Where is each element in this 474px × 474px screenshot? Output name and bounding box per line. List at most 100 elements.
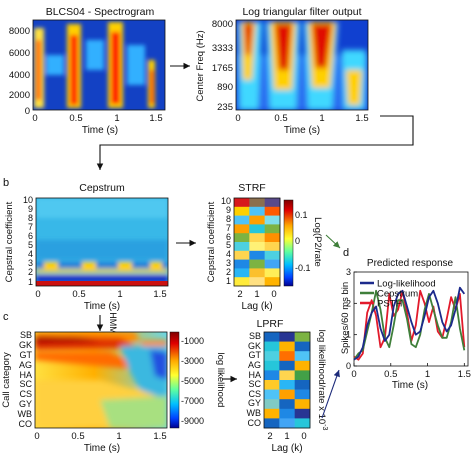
lprf-ytick: CO <box>248 418 262 428</box>
lprf-cell <box>294 399 311 410</box>
lprf-cell <box>294 408 311 419</box>
filter-ytick: 890 <box>217 82 233 93</box>
lprf-ytick: SB <box>249 331 261 341</box>
legend-label: Log-likelihood <box>377 279 436 290</box>
filter-xtick: 1 <box>319 113 324 124</box>
loglik-panel: SB GK GT AG HA SC CS GY WB CO Call categ… <box>1 330 226 454</box>
strf-cbar-tick: 0.1 <box>295 210 308 220</box>
cep-ytick: 9 <box>28 204 33 214</box>
ll-cbar-tick: -3000 <box>181 356 204 366</box>
cepstrum-image <box>36 198 168 286</box>
strf-cell <box>234 215 250 225</box>
lprf-cell <box>294 332 311 342</box>
strf-ytick: 6 <box>226 232 231 242</box>
strf-cell <box>264 277 281 287</box>
strf-ytick: 1 <box>226 276 231 286</box>
strf-xtick: 2 <box>237 289 242 300</box>
lprf-cell <box>294 360 311 371</box>
filter-ytick: 8000 <box>212 19 233 30</box>
spec-ytick: 2000 <box>9 90 30 101</box>
cep-ytick: 1 <box>28 277 33 287</box>
strf-cell <box>234 259 250 269</box>
lprf-ytick: GK <box>248 341 261 351</box>
lprf-xlabel: Lag (k) <box>271 443 302 454</box>
ll-xtick: 0 <box>34 431 39 442</box>
lprf-ytick: AG <box>248 360 261 370</box>
ll-ytick: CS <box>19 389 32 399</box>
lprf-xtick: 2 <box>267 431 272 442</box>
cep-xtick: 1.5 <box>153 289 166 300</box>
strf-ytick: 3 <box>226 258 231 268</box>
strf-ytick: 4 <box>226 249 231 259</box>
cep-ytick: 4 <box>28 249 33 259</box>
ll-ytick: GY <box>19 399 32 409</box>
strf-ytick: 2 <box>226 267 231 277</box>
ll-cbar-label: log likelihood <box>215 353 226 408</box>
lprf-cell <box>294 418 311 429</box>
strf-cell <box>234 250 250 260</box>
lprf-cell <box>264 389 280 400</box>
strf-cell <box>249 215 265 225</box>
strf-cell <box>234 224 250 234</box>
strf-cell <box>264 233 281 243</box>
strf-cell <box>249 250 265 260</box>
cep-ytick: 6 <box>28 231 33 241</box>
filter-ytick: 235 <box>217 102 233 113</box>
ll-xtick: 1 <box>116 431 121 442</box>
lprf-heatmap <box>264 332 311 429</box>
strf-cell <box>249 242 265 252</box>
strf-ytick: 7 <box>226 223 231 233</box>
ll-colorbar <box>169 331 180 429</box>
cep-ytick: 2 <box>28 267 33 277</box>
ll-ylabel: Call category <box>1 352 12 408</box>
strf-cell <box>234 242 250 252</box>
ll-cbar-tick: -1000 <box>181 336 204 346</box>
filter-xtick: 0.5 <box>274 113 287 124</box>
strf-cell <box>264 268 281 278</box>
strf-cell <box>264 198 281 208</box>
lprf-cell <box>279 341 295 352</box>
lprf-cell <box>264 351 280 362</box>
strf-cell <box>234 268 250 278</box>
pred-xtick: 0 <box>351 369 356 380</box>
lprf-cell <box>279 360 295 371</box>
ll-cbar-tick: -9000 <box>181 416 204 426</box>
strf-cell <box>264 259 281 269</box>
strf-cell <box>234 277 250 287</box>
pred-xtick: 1.5 <box>458 369 471 380</box>
strf-cbar-label: Log(P2/rate <box>312 217 323 267</box>
filter-xtick: 1.5 <box>355 113 368 124</box>
panel-d-label: d <box>343 247 349 259</box>
pred-ytick: 3 <box>346 267 351 277</box>
hmm-label: HMM <box>108 312 118 334</box>
lprf-cell <box>279 408 295 419</box>
lprf-panel: LPRF SB GK GT AG HA SC CS GY WB CO 2 1 0… <box>247 318 329 454</box>
cep-ytick: 10 <box>23 195 33 205</box>
spec-ytick: 8000 <box>9 26 30 37</box>
cep-xtick: 0.5 <box>72 289 85 300</box>
lprf-ytick: GT <box>249 350 262 360</box>
panel-c-label: c <box>3 311 9 323</box>
filter-ylabel: Center Freq (Hz) <box>195 30 206 101</box>
pred-ytick: 1 <box>346 330 351 340</box>
strf-cell <box>249 268 265 278</box>
spec-xtick: 1.5 <box>149 113 162 124</box>
strf-cell <box>264 250 281 260</box>
spec-xtick: 0 <box>32 113 37 124</box>
strf-cell <box>249 277 265 287</box>
pred-xtick: 1 <box>425 369 430 380</box>
filter-xlabel: Time (s) <box>284 125 320 136</box>
spectrogram-image <box>33 20 165 110</box>
strf-ylabel: Cepstral coefficient <box>206 201 217 282</box>
strf-xtick: 0 <box>271 289 276 300</box>
pred-ytick: 0 <box>346 361 351 371</box>
lprf-cell <box>294 389 311 400</box>
lprf-cell <box>279 418 295 429</box>
lprf-cell <box>264 408 280 419</box>
ll-ytick: HA <box>19 370 32 380</box>
strf-title: STRF <box>238 182 265 194</box>
spec-xtick: 1 <box>114 113 119 124</box>
filter-xtick: 0 <box>235 113 240 124</box>
ll-ytick: SC <box>19 379 32 389</box>
